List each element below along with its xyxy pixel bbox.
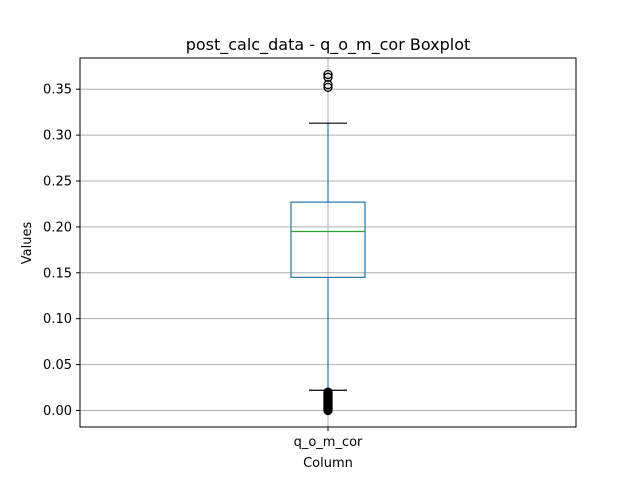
y-tick-layer: 0.00 0.05 0.10 0.15 0.20 0.25 0.30 0.35: [43, 83, 80, 419]
outlier-layer: [323, 69, 333, 416]
y-tick-label: 0.10: [43, 312, 72, 327]
outlier-point: [323, 72, 333, 82]
y-tick-label: 0.15: [43, 266, 72, 281]
outlier-point: [323, 69, 333, 80]
y-tick-label: 0.20: [43, 220, 72, 235]
y-tick-label: 0.30: [43, 129, 72, 144]
iqr-box: [290, 201, 366, 278]
outlier-point: [323, 79, 333, 90]
y-tick-label: 0.35: [43, 83, 72, 98]
x-tick-label: q_o_m_cor: [294, 435, 363, 450]
x-tick-layer: q_o_m_cor: [294, 427, 363, 450]
outlier-point: [323, 387, 333, 397]
x-axis-label: Column: [303, 456, 353, 471]
chart-title: post_calc_data - q_o_m_cor Boxplot: [186, 35, 471, 55]
y-tick-label: 0.00: [43, 404, 72, 419]
y-tick-label: 0.05: [43, 358, 72, 373]
y-tick-label: 0.25: [43, 175, 72, 190]
y-axis-label: Values: [20, 222, 35, 265]
outlier-point: [323, 82, 333, 93]
